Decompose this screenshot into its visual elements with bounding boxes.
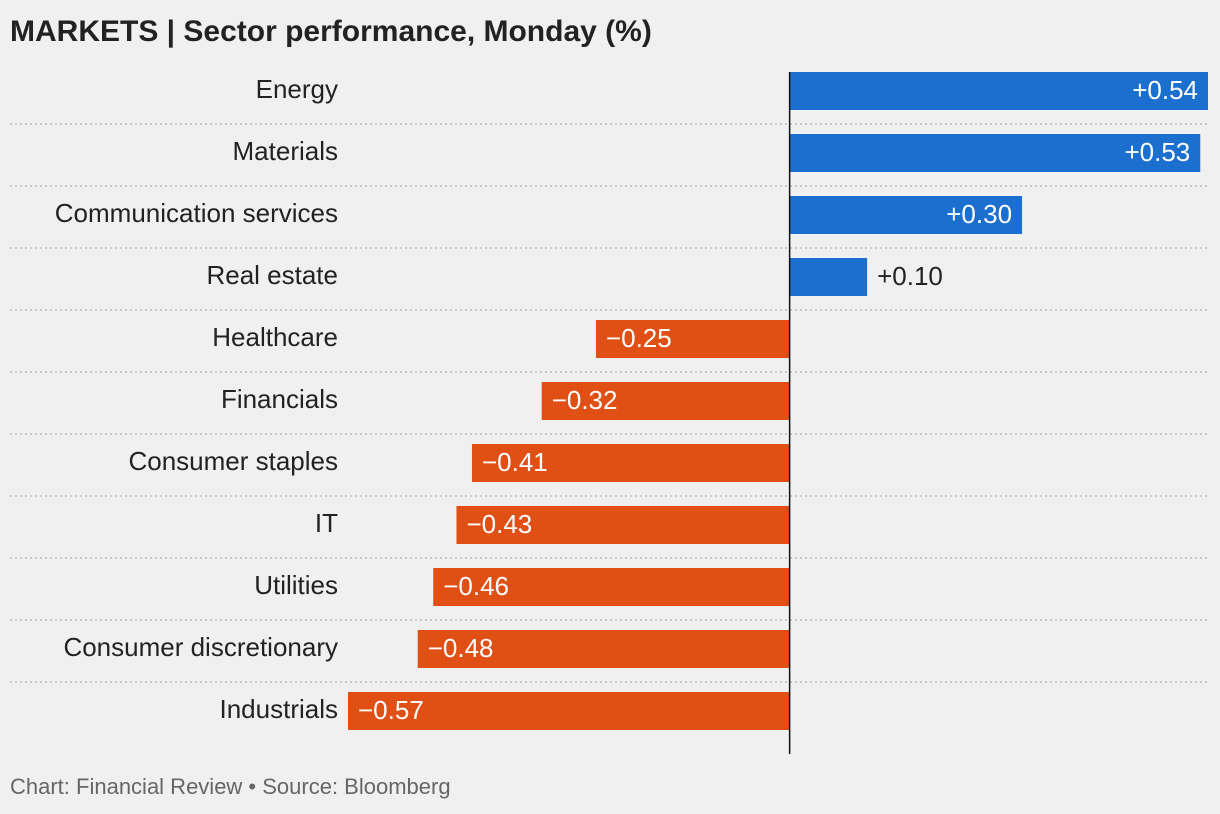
value-label: +0.54 bbox=[1132, 75, 1198, 105]
category-label: Energy bbox=[256, 74, 338, 104]
value-label: +0.10 bbox=[877, 261, 943, 291]
bar bbox=[433, 568, 790, 606]
category-label: Materials bbox=[233, 136, 338, 166]
value-label: −0.32 bbox=[552, 385, 618, 415]
value-label: −0.48 bbox=[428, 633, 494, 663]
bar bbox=[789, 134, 1201, 172]
value-label: −0.25 bbox=[606, 323, 672, 353]
category-label: Financials bbox=[221, 384, 338, 414]
bar bbox=[456, 506, 790, 544]
category-label: IT bbox=[315, 508, 338, 538]
bar bbox=[471, 444, 790, 482]
chart-title: MARKETS | Sector performance, Monday (%) bbox=[10, 15, 652, 48]
value-label: −0.57 bbox=[358, 695, 424, 725]
bar bbox=[789, 258, 868, 296]
category-label: Communication services bbox=[55, 198, 338, 228]
category-label: Real estate bbox=[206, 260, 338, 290]
bar bbox=[789, 72, 1208, 110]
category-label: Utilities bbox=[254, 570, 338, 600]
bar bbox=[417, 630, 790, 668]
category-label: Consumer staples bbox=[128, 446, 338, 476]
value-label: −0.43 bbox=[466, 509, 532, 539]
bar bbox=[789, 196, 1023, 234]
bar bbox=[595, 320, 790, 358]
category-label: Healthcare bbox=[212, 322, 338, 352]
category-label: Industrials bbox=[220, 694, 339, 724]
value-label: −0.41 bbox=[482, 447, 548, 477]
value-label: −0.46 bbox=[443, 571, 509, 601]
category-label: Consumer discretionary bbox=[63, 632, 338, 662]
source-note: Chart: Financial Review • Source: Bloomb… bbox=[10, 774, 451, 799]
bar bbox=[348, 692, 790, 730]
bar bbox=[541, 382, 790, 420]
value-label: +0.30 bbox=[946, 199, 1012, 229]
value-label: +0.53 bbox=[1124, 137, 1190, 167]
